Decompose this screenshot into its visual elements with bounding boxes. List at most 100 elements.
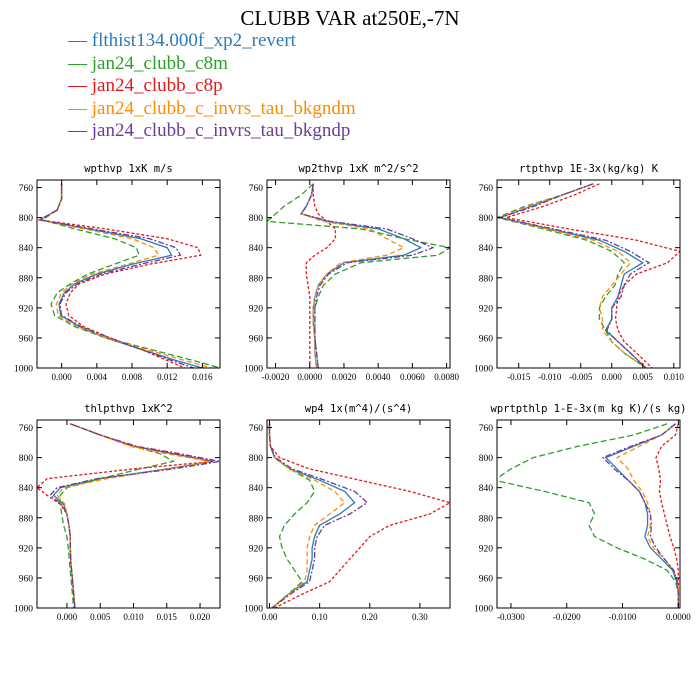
series-line [37, 183, 203, 368]
y-tick-label: 840 [479, 244, 494, 254]
series-line [615, 423, 679, 608]
x-tick-label: 0.000 [602, 372, 623, 382]
y-tick-label: 880 [249, 514, 264, 524]
x-tick-label: 0.010 [123, 612, 144, 622]
x-tick-label: 0.30 [412, 612, 428, 622]
series-line [268, 423, 356, 608]
y-tick-label: 880 [19, 274, 34, 284]
plot-frame [496, 419, 681, 609]
chart-panel: thlpthvp 1xK^2 760 800 840 880 920 960 1000 0.00… [14, 403, 221, 622]
y-tick-label: 760 [19, 424, 34, 434]
legend-item: — flthist134.000f_xp2_revert [68, 30, 296, 51]
legend-item: — jan24_clubb_c8p [68, 75, 223, 96]
y-tick-label: 960 [479, 334, 494, 344]
plot-frame [36, 419, 221, 609]
series-line [59, 423, 176, 608]
y-tick-label: 920 [19, 544, 34, 554]
series-group [37, 183, 220, 368]
x-tick-label: 0.0000 [666, 612, 691, 622]
panel-title: thlpthvp 1xK^2 [84, 403, 173, 415]
series-line [305, 183, 337, 368]
x-tick-label: 0.10 [312, 612, 328, 622]
x-tick-label: 0.020 [190, 612, 211, 622]
series-line [37, 423, 214, 608]
y-tick-label: 920 [479, 304, 494, 314]
panel-title: wprtpthlp 1-E-3x(m kg K)/(s kg) [491, 403, 687, 415]
legend-label: jan24_clubb_c8m [91, 52, 228, 74]
series-line [300, 183, 423, 368]
series-group [267, 183, 450, 368]
series-line [52, 423, 214, 608]
x-tick-label: 0.0040 [366, 372, 391, 382]
series-line [49, 423, 220, 608]
series-line [497, 423, 679, 608]
x-tick-label: -0.015 [507, 372, 531, 382]
y-tick-label: 1000 [244, 365, 263, 375]
chart-panel: wp2thvp 1xK m^2/s^2 760 800 840 880 920 960 100… [244, 163, 459, 382]
y-tick-label: 800 [249, 214, 264, 224]
y-tick-label: 960 [249, 334, 264, 344]
series-line [267, 183, 450, 368]
y-tick-label: 840 [19, 244, 34, 254]
x-tick-label: 0.012 [157, 372, 177, 382]
series-line [300, 183, 435, 368]
series-group [37, 423, 220, 608]
x-tick-label: -0.0200 [553, 612, 581, 622]
series-line [268, 423, 316, 608]
x-tick-label: 0.004 [87, 372, 108, 382]
series-group [497, 183, 680, 368]
legend-item: — jan24_clubb_c_invrs_tau_bkgndm [68, 97, 356, 119]
x-tick-label: 0.00 [262, 612, 278, 622]
legend-item: — jan24_clubb_c8m [68, 52, 228, 74]
y-tick-label: 800 [479, 454, 494, 464]
x-tick-label: -0.0100 [609, 612, 637, 622]
x-tick-label: 0.005 [633, 372, 654, 382]
y-tick-label: 800 [479, 214, 494, 224]
plot-frame [36, 179, 221, 369]
series-line [268, 423, 346, 608]
series-group [497, 423, 679, 608]
x-tick-label: 0.20 [362, 612, 378, 622]
series-line [56, 423, 211, 608]
series-line [497, 183, 651, 368]
y-tick-label: 960 [19, 334, 34, 344]
x-tick-label: 0.0000 [297, 372, 322, 382]
series-line [37, 183, 212, 368]
x-tick-label: 0.0060 [400, 372, 425, 382]
legend-label: jan24_clubb_c_invrs_tau_bkgndm [91, 97, 356, 119]
series-line [497, 183, 647, 368]
y-tick-label: 1000 [474, 365, 493, 375]
main-title: CLUBB VAR at250E,-7N [240, 6, 460, 30]
y-tick-label: 800 [19, 454, 34, 464]
y-tick-label: 760 [249, 184, 264, 194]
y-tick-label: 800 [249, 454, 264, 464]
x-tick-label: 0.0080 [434, 372, 459, 382]
y-tick-label: 960 [19, 574, 34, 584]
panel-title: wpthvp 1xK m/s [84, 163, 173, 175]
y-tick-label: 760 [249, 424, 264, 434]
chart-panel: wprtpthlp 1-E-3x(m kg K)/(s kg) 760 800 840… [474, 403, 691, 622]
y-tick-label: 920 [249, 544, 264, 554]
series-line [300, 183, 406, 368]
y-tick-label: 840 [249, 484, 264, 494]
y-tick-label: 800 [19, 214, 34, 224]
panel-title: wp2thvp 1xK m^2/s^2 [298, 163, 418, 175]
series-line [601, 423, 679, 608]
y-tick-label: 1000 [14, 605, 33, 615]
y-tick-label: 760 [479, 184, 494, 194]
series-group [268, 423, 450, 608]
series-line [268, 423, 369, 608]
y-tick-label: 1000 [14, 365, 33, 375]
series-line [497, 183, 647, 368]
series-line [604, 423, 679, 608]
series-line [268, 423, 450, 608]
y-tick-label: 960 [249, 574, 264, 584]
y-tick-label: 880 [479, 274, 494, 284]
series-line [506, 183, 680, 368]
legend-item: — jan24_clubb_c_invrs_tau_bkgndp [68, 120, 351, 141]
chart-panel: wpthvp 1xK m/s 760 800 840 880 920 960 1000 0.00… [14, 163, 221, 382]
x-tick-label: 0.000 [57, 612, 78, 622]
chart-panel: wp4 1x(m^4)/(s^4)76080084088092096010000… [244, 403, 451, 622]
panel-title: wp4 1x(m^4)/(s^4) [305, 403, 412, 415]
y-tick-label: 920 [479, 544, 494, 554]
